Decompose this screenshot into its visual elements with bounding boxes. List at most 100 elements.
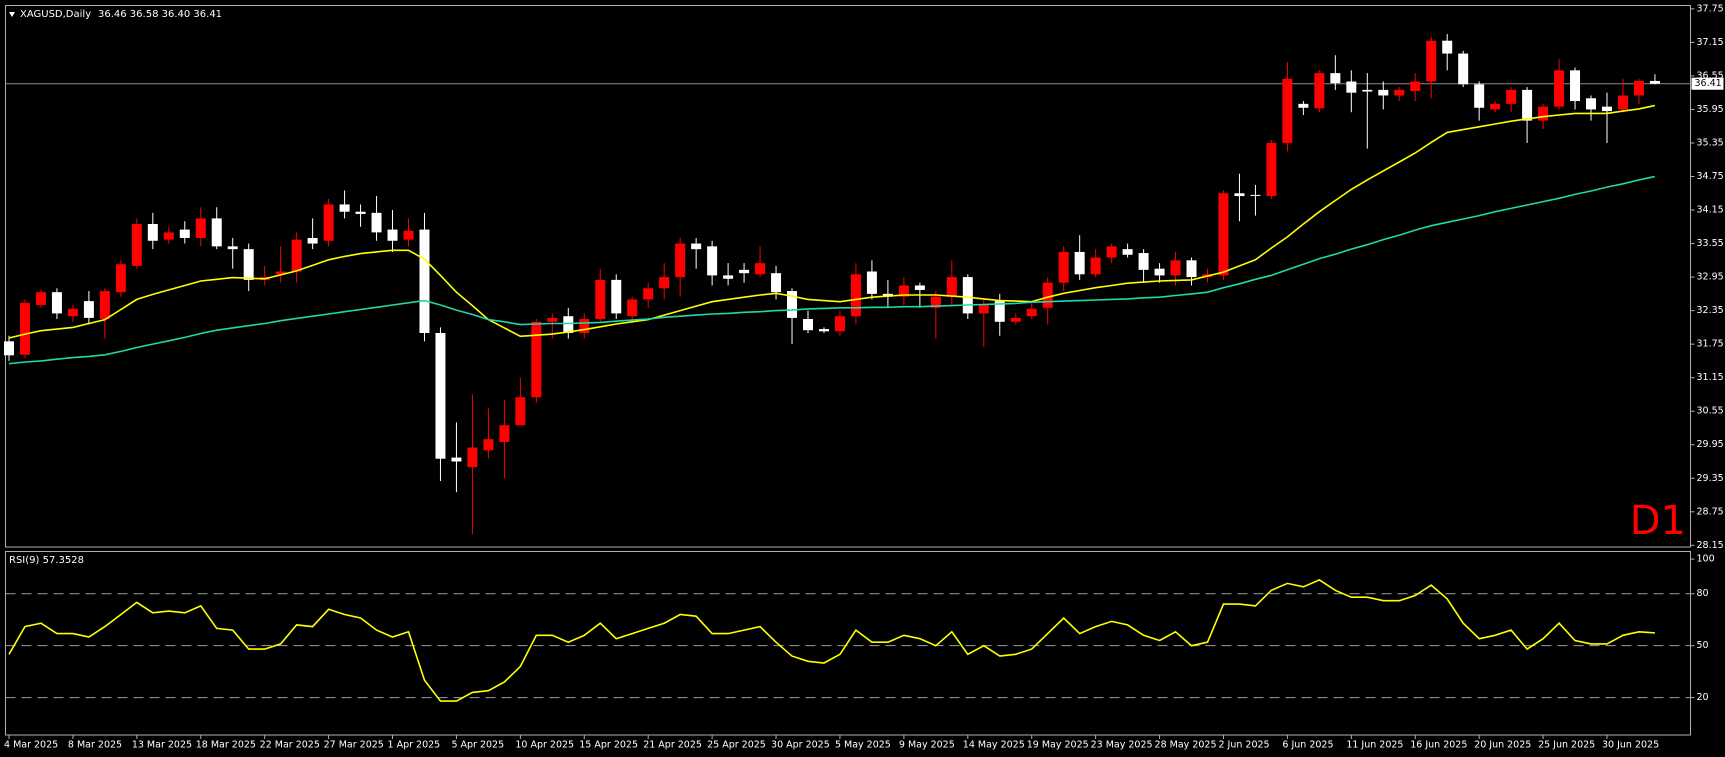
candle-body (1218, 193, 1229, 276)
candle-body (1250, 194, 1261, 196)
candle-body (946, 277, 957, 297)
candle-body (1074, 251, 1085, 275)
candle-body (1298, 103, 1309, 108)
x-tick-label: 28 May 2025 (1155, 740, 1217, 751)
candle-body (547, 317, 558, 322)
candle-body (1570, 70, 1581, 102)
candle-body (403, 230, 414, 240)
candle-body (275, 271, 286, 275)
x-tick-label: 14 May 2025 (963, 740, 1025, 751)
candle-body (4, 341, 14, 356)
candle-body (1266, 142, 1277, 197)
y-tick-label: 29.35 (1697, 473, 1724, 484)
x-tick-label: 30 Jun 2025 (1602, 740, 1659, 751)
x-tick-label: 5 Apr 2025 (451, 740, 504, 751)
candle-body (1506, 89, 1517, 104)
x-tick-label: 8 Mar 2025 (68, 740, 122, 751)
moving-average-line (8, 104, 1656, 339)
candle-body (1154, 268, 1165, 276)
x-tick-label: 1 Apr 2025 (388, 740, 441, 751)
candle-body (707, 246, 718, 276)
candle-body (1490, 103, 1501, 110)
candle-body (291, 239, 302, 272)
y-tick-label: 31.15 (1697, 372, 1724, 383)
candle-body (978, 305, 989, 314)
candle-body (803, 319, 813, 331)
candle-body (1058, 251, 1069, 283)
y-tick-label: 29.95 (1697, 439, 1724, 450)
current-price-box (1691, 77, 1724, 90)
candle-body (882, 293, 893, 297)
candle-body (1426, 40, 1437, 82)
candle-body (1282, 78, 1293, 143)
rsi-line (8, 578, 1655, 702)
candle-body (451, 457, 462, 462)
candle-body (419, 229, 430, 333)
candle-body (1010, 317, 1021, 322)
candle-body (850, 274, 861, 317)
y-tick-label: 31.75 (1697, 339, 1724, 350)
candle-body (1314, 73, 1325, 109)
candle-body (659, 277, 670, 289)
candle-body (595, 279, 606, 319)
candle-body (643, 288, 654, 300)
candle-body (339, 204, 350, 212)
candle-body (387, 229, 398, 241)
candle-body (307, 237, 318, 244)
menu-triangle (9, 12, 15, 17)
candle-body (467, 447, 478, 468)
candle-body (499, 425, 510, 442)
candle-body (1138, 253, 1149, 270)
moving-average-line (8, 175, 1656, 365)
x-tick-label: 9 May 2025 (899, 740, 955, 751)
candle-body (227, 246, 238, 250)
candle-body (1458, 53, 1469, 85)
candle-body (834, 316, 845, 332)
candle-body (211, 218, 222, 247)
x-tick-label: 20 Jun 2025 (1474, 740, 1531, 751)
candle-body (739, 269, 750, 274)
x-tick-label: 10 Apr 2025 (515, 740, 574, 751)
candle-body (1474, 84, 1485, 108)
current-price-label: 36.41 (1695, 78, 1722, 89)
candle-body (1554, 70, 1565, 107)
candle-body (1234, 193, 1245, 197)
y-tick-label: 35.35 (1697, 137, 1724, 148)
x-tick-label: 11 Jun 2025 (1346, 740, 1403, 751)
candle-body (83, 301, 94, 318)
candle-body (163, 232, 174, 240)
candle-body (771, 273, 782, 293)
y-tick-label: 32.35 (1697, 305, 1724, 316)
x-tick-label: 2 Jun 2025 (1218, 740, 1269, 751)
candle-body (579, 319, 590, 333)
y-tick-label: 37.15 (1697, 37, 1724, 48)
candle-body (930, 296, 941, 308)
candle-body (675, 243, 686, 278)
candle-body (627, 299, 638, 317)
candle-body (1394, 89, 1405, 96)
candle-body (131, 224, 142, 266)
timeframe-annotation: D1 (1630, 498, 1686, 544)
price-panel-frame (5, 5, 1691, 548)
candle-body (1538, 106, 1549, 121)
x-tick-label: 18 Mar 2025 (196, 740, 256, 751)
candle-body (1378, 89, 1389, 96)
candle-body (1042, 282, 1053, 308)
rsi-panel-frame (5, 551, 1691, 736)
candle-body (1106, 246, 1117, 258)
candle-body (147, 224, 158, 241)
x-tick-label: 6 Jun 2025 (1282, 740, 1333, 751)
candle-body (1330, 73, 1341, 84)
y-tick-label: 80 (1697, 588, 1709, 599)
candle-body (35, 292, 46, 306)
x-tick-label: 27 Mar 2025 (324, 740, 384, 751)
candle-body (67, 308, 78, 317)
x-tick-label: 16 Jun 2025 (1410, 740, 1467, 751)
candle-body (51, 292, 62, 314)
y-tick-label: 28.15 (1697, 540, 1724, 551)
candle-body (179, 229, 190, 238)
chart-title: XAGUSD,Daily (20, 9, 91, 20)
